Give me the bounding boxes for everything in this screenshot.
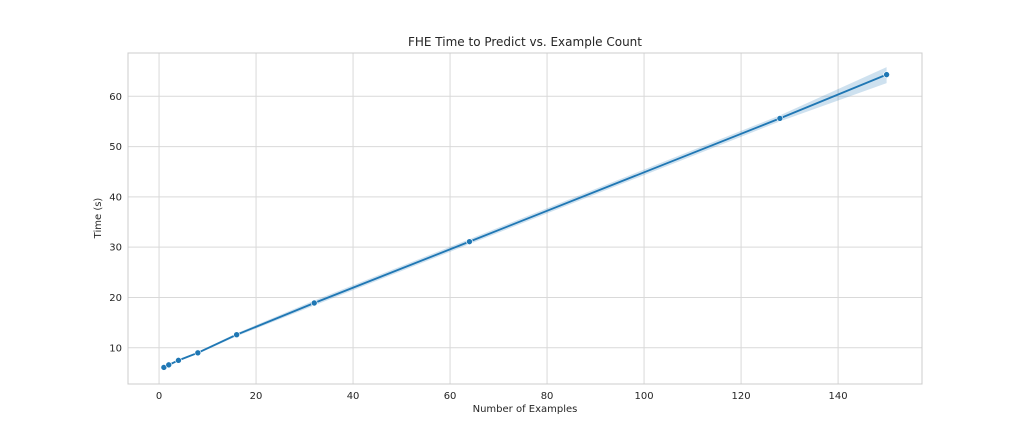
confidence-band <box>163 67 887 369</box>
x-tick-label: 40 <box>347 391 360 402</box>
plot-frame <box>127 52 923 385</box>
data-point-marker <box>466 238 473 245</box>
x-axis-ticks: 0 20 40 60 80 100 120 140 <box>156 391 848 402</box>
x-tick-label: 20 <box>250 391 263 402</box>
x-tick-label: 140 <box>829 391 848 402</box>
data-point-marker <box>776 115 784 122</box>
y-tick-label: 40 <box>109 192 122 203</box>
ci-band <box>163 67 887 369</box>
y-tick-label: 20 <box>109 293 122 304</box>
data-point-marker <box>883 71 890 78</box>
x-tick-label: 0 <box>156 391 162 402</box>
y-tick-label: 10 <box>109 343 122 354</box>
x-tick-label: 100 <box>635 391 654 402</box>
x-tick-label: 80 <box>541 391 554 402</box>
y-axis-label: Time (s) <box>93 198 104 240</box>
grid-lines <box>128 53 922 384</box>
data-point-marker <box>194 349 202 357</box>
data-point-marker <box>310 299 318 307</box>
y-tick-label: 60 <box>109 92 122 103</box>
y-tick-label: 30 <box>109 243 122 254</box>
x-tick-label: 60 <box>444 391 457 402</box>
chart-title: FHE Time to Predict vs. Example Count <box>408 35 642 49</box>
x-axis-label: Number of Examples <box>473 404 578 415</box>
data-point-marker <box>175 357 182 364</box>
y-axis-ticks: 10 20 30 40 50 60 <box>109 92 122 355</box>
x-tick-label: 120 <box>732 391 751 402</box>
data-series <box>160 71 890 371</box>
y-tick-label: 50 <box>109 142 122 153</box>
data-point-marker <box>165 361 173 369</box>
data-point-marker <box>233 331 240 339</box>
